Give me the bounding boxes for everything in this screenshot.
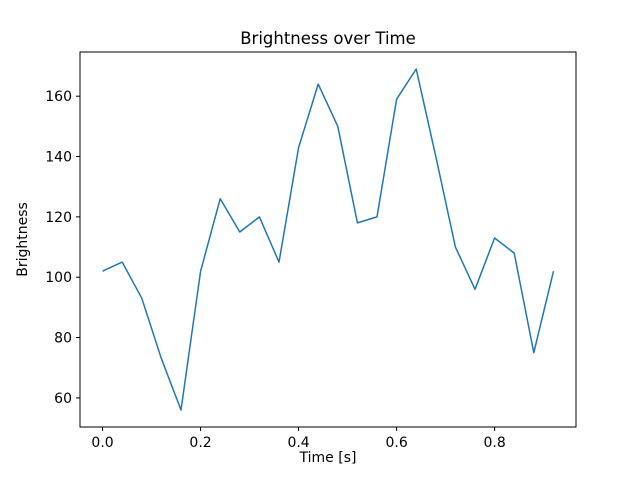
y-tick-label: 140: [45, 150, 72, 166]
y-tick-label: 120: [45, 210, 72, 226]
plot-border: [79, 51, 577, 428]
x-tick-label: 0.0: [91, 435, 113, 451]
x-axis-label: Time [s]: [299, 450, 357, 466]
chart-title: Brightness over Time: [240, 29, 416, 48]
x-tick-label: 0.4: [287, 435, 309, 451]
x-tick-label: 0.8: [484, 435, 506, 451]
y-axis-ticks: 60 80 100 120 140 160: [45, 89, 80, 407]
y-tick-label: 80: [54, 331, 72, 347]
x-tick-label: 0.2: [189, 435, 211, 451]
x-tick-label: 0.6: [385, 435, 407, 451]
y-tick-label: 160: [45, 89, 72, 105]
y-tick-label: 60: [54, 391, 72, 407]
y-axis-label: Brightness: [15, 202, 31, 277]
x-axis-ticks: 0.0 0.2 0.4 0.6 0.8: [91, 427, 506, 451]
brightness-series-line: [102, 68, 555, 411]
y-tick-label: 100: [45, 270, 72, 286]
